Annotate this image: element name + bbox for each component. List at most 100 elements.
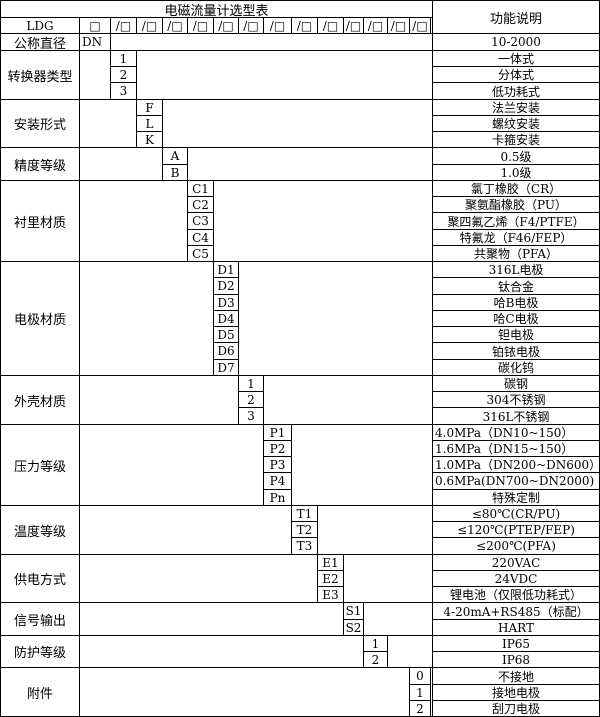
empty-cell — [162, 99, 433, 148]
section-label: 转换器类型 — [0, 50, 80, 100]
option-desc: 1.6MPa（DN15~150） — [432, 440, 600, 457]
model-code-box: /□ — [317, 17, 344, 34]
model-code-box: /□ — [343, 17, 364, 34]
nominal-diameter-label: 公称直径 — [0, 33, 80, 51]
option-code: T2 — [291, 521, 318, 538]
option-code: D5 — [213, 326, 239, 343]
model-code-box: /□ — [162, 17, 188, 34]
option-desc: 铂铱电极 — [432, 342, 600, 360]
empty-cell — [291, 424, 433, 506]
model-code-box: /□ — [291, 17, 318, 34]
model-code-box: □ — [79, 17, 111, 34]
empty-cell — [363, 602, 433, 636]
empty-cell — [79, 261, 214, 376]
option-code: P2 — [263, 440, 292, 457]
option-code: 2 — [110, 66, 137, 83]
option-desc: ≤80℃(CR/PU) — [432, 505, 600, 522]
option-desc: 1.0级 — [432, 164, 600, 181]
option-code: D2 — [213, 277, 239, 295]
section-label: 安装形式 — [0, 99, 80, 148]
option-code: D6 — [213, 342, 239, 360]
empty-cell — [79, 424, 264, 506]
model-code-box: /□ — [363, 17, 388, 34]
option-code: S2 — [343, 619, 364, 636]
section-label: 外壳材质 — [0, 375, 80, 425]
model-code-box: /□ — [387, 17, 410, 34]
option-code: C1 — [187, 180, 214, 197]
option-desc: 220VAC — [432, 554, 600, 571]
option-code: 3 — [110, 82, 137, 100]
option-desc: 氯丁橡胶（CR） — [432, 180, 600, 197]
option-desc: 316L不锈钢 — [432, 407, 600, 425]
option-code: 0 — [409, 667, 431, 685]
option-code: 3 — [238, 407, 264, 425]
option-code: S1 — [343, 602, 364, 620]
empty-cell — [343, 554, 433, 603]
option-desc: 316L电极 — [432, 261, 600, 278]
option-desc: 钛合金 — [432, 277, 600, 295]
model-code-box: /□ — [409, 17, 431, 34]
empty-cell — [79, 147, 163, 181]
option-code: E2 — [317, 570, 344, 587]
option-code: D3 — [213, 294, 239, 311]
empty-cell — [187, 147, 433, 181]
option-code: 2 — [363, 651, 388, 668]
empty-cell — [238, 261, 433, 376]
option-desc: 碳钢 — [432, 375, 600, 392]
model-prefix: LDG — [0, 17, 80, 34]
option-code: D7 — [213, 359, 239, 376]
option-desc: 螺纹安装 — [432, 115, 600, 132]
option-desc: 304不锈钢 — [432, 391, 600, 408]
option-code: C2 — [187, 196, 214, 213]
option-code: 1 — [409, 684, 431, 701]
option-desc: 哈C电极 — [432, 310, 600, 327]
nominal-diameter-desc: 10-2000 — [432, 33, 600, 51]
empty-cell — [79, 180, 188, 262]
option-code: T1 — [291, 505, 318, 522]
option-desc: 分体式 — [432, 66, 600, 83]
option-desc: 哈B电极 — [432, 294, 600, 311]
section-label: 附件 — [0, 667, 80, 717]
option-desc: 特殊定制 — [432, 489, 600, 506]
section-label: 防护等级 — [0, 635, 80, 668]
empty-cell — [387, 635, 433, 668]
option-desc: IP68 — [432, 651, 600, 668]
section-label: 温度等级 — [0, 505, 80, 555]
option-code: 1 — [363, 635, 388, 652]
option-code: F — [136, 99, 163, 116]
option-code: T3 — [291, 537, 318, 555]
option-desc: 卡箍安装 — [432, 131, 600, 148]
option-desc: 不接地 — [432, 667, 600, 685]
option-code: C3 — [187, 212, 214, 230]
option-code: Pn — [263, 489, 292, 506]
section-label: 压力等级 — [0, 424, 80, 506]
option-desc: 1.0MPa（DN200~DN600） — [432, 456, 600, 473]
model-code-box: /□ — [263, 17, 292, 34]
option-desc: 一体式 — [432, 50, 600, 67]
empty-cell — [79, 505, 292, 555]
empty-cell — [79, 50, 111, 100]
option-desc: ≤200℃(PFA) — [432, 537, 600, 555]
empty-cell — [79, 554, 318, 603]
option-desc: IP65 — [432, 635, 600, 652]
option-code: 2 — [238, 391, 264, 408]
option-code: E3 — [317, 586, 344, 603]
section-label: 精度等级 — [0, 147, 80, 181]
option-code: A — [162, 147, 188, 165]
option-code: B — [162, 164, 188, 181]
option-desc: 碳化钨 — [432, 359, 600, 376]
option-code: 1 — [110, 50, 137, 67]
option-code: 1 — [238, 375, 264, 392]
option-desc: 钽电极 — [432, 326, 600, 343]
option-desc: 24VDC — [432, 570, 600, 587]
model-code-box: /□ — [213, 17, 239, 34]
empty-cell — [79, 602, 344, 636]
option-code: D4 — [213, 310, 239, 327]
option-code: K — [136, 131, 163, 148]
option-desc: 法兰安装 — [432, 99, 600, 116]
model-code-box: /□ — [187, 17, 214, 34]
option-code: P1 — [263, 424, 292, 441]
empty-cell — [79, 635, 364, 668]
model-code-box: /□ — [238, 17, 264, 34]
function-header: 功能说明 — [432, 0, 600, 34]
